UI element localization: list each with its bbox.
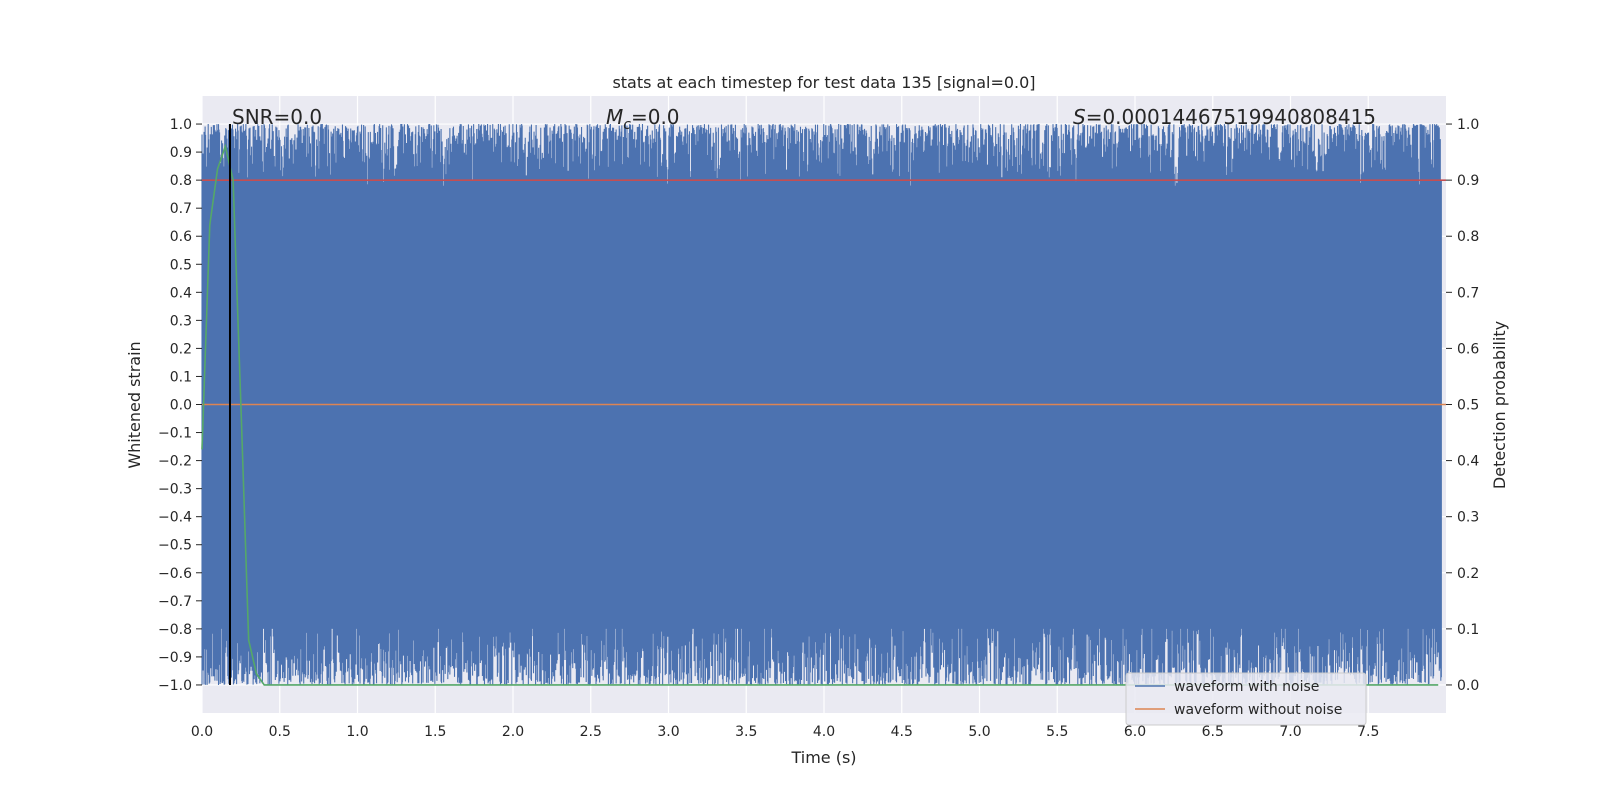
x-tick-label: 0.0	[191, 724, 213, 740]
y-tick-label: 0.7	[170, 201, 192, 217]
y-tick-label: 0.1	[170, 369, 192, 385]
x-tick-label: 3.0	[657, 724, 679, 740]
y-tick-label: 0.9	[170, 145, 192, 161]
y-tick-label: 0.0	[170, 398, 192, 414]
annotation-snr: SNR=0.0	[232, 105, 322, 129]
y-tick-label: 1.0	[170, 117, 192, 133]
x-tick-label: 7.0	[1279, 724, 1301, 740]
y2-tick-label: 0.0	[1457, 678, 1479, 694]
y-tick-label: −0.8	[158, 622, 192, 638]
y-tick-label: −0.9	[158, 650, 192, 666]
s-symbol: S	[1073, 105, 1086, 129]
x-tick-label: 4.0	[813, 724, 835, 740]
y-tick-label: −0.5	[158, 538, 192, 554]
series-detection-probability	[201, 143, 1439, 686]
series-waveform-with-noise	[201, 124, 1442, 685]
y-tick-label: −0.2	[158, 454, 192, 470]
y2-tick-label: 0.3	[1457, 510, 1479, 526]
x-tick-label: 4.5	[891, 724, 913, 740]
y2-tick-label: 0.9	[1457, 173, 1479, 189]
legend-box	[1125, 672, 1367, 726]
mc-subscript: c	[623, 117, 631, 133]
legend-label-clean: waveform without noise	[1174, 702, 1342, 718]
y-tick-labels: 1.0 0.9 0.8 0.7 0.6 0.5 0.4 0.3 0.2 0.1 0.0 −0.1 −0.…	[158, 117, 202, 694]
annotation-mc: Mc=0.0	[606, 105, 680, 133]
y2-axis-label: Detection probability	[1490, 321, 1509, 489]
y-tick-label: 0.4	[170, 285, 192, 301]
x-tick-label: 1.0	[346, 724, 368, 740]
y2-tick-label: 0.8	[1457, 229, 1479, 245]
x-tick-label: 5.0	[968, 724, 990, 740]
y-tick-label: −0.3	[158, 482, 192, 498]
y-tick-label: −0.6	[158, 566, 192, 582]
y2-tick-label: 0.7	[1457, 285, 1479, 301]
noise-fill	[202, 185, 1442, 629]
series-lines	[201, 124, 1446, 686]
y2-tick-label: 0.2	[1457, 566, 1479, 582]
y-tick-label: 0.5	[170, 257, 192, 273]
y2-tick-label: 1.0	[1457, 117, 1479, 133]
y-tick-label: 0.6	[170, 229, 192, 245]
y-tick-label: 0.2	[170, 341, 192, 357]
y-tick-label: 0.8	[170, 173, 192, 189]
x-tick-label: 0.5	[269, 724, 291, 740]
y-tick-label: −1.0	[158, 678, 192, 694]
y2-tick-labels: 1.0 0.9 0.8 0.7 0.6 0.5 0.4 0.3 0.2 0.1 0.0	[1446, 117, 1479, 694]
x-tick-label: 2.5	[580, 724, 602, 740]
x-axis-label: Time (s)	[790, 748, 856, 767]
y-tick-label: −0.7	[158, 594, 192, 610]
x-tick-label: 6.0	[1124, 724, 1146, 740]
x-tick-labels: 0.0 0.5 1.0 1.5 2.0 2.5 3.0 3.5 4.0 4.5 5.0 5.5 6.0 6…	[191, 724, 1380, 740]
y-tick-label: 0.3	[170, 313, 192, 329]
y2-tick-label: 0.5	[1457, 398, 1479, 414]
legend: waveform with noise waveform without noi…	[1125, 672, 1367, 726]
x-tick-label: 6.5	[1202, 724, 1224, 740]
annotation-s: S=0.00014467519940808415	[1073, 105, 1376, 129]
y2-tick-label: 0.6	[1457, 341, 1479, 357]
x-tick-label: 2.0	[502, 724, 524, 740]
legend-label-noise: waveform with noise	[1174, 679, 1319, 695]
y2-tick-label: 0.1	[1457, 622, 1479, 638]
mc-symbol: M	[606, 105, 623, 129]
y-tick-label: −0.4	[158, 510, 192, 526]
x-tick-label: 7.5	[1357, 724, 1379, 740]
y2-tick-label: 0.4	[1457, 454, 1479, 470]
y-axis-label: Whitened strain	[125, 341, 144, 468]
x-tick-label: 3.5	[735, 724, 757, 740]
s-value: =0.00014467519940808415	[1086, 105, 1376, 129]
x-tick-label: 5.5	[1046, 724, 1068, 740]
x-tick-label: 1.5	[424, 724, 446, 740]
y-tick-label: −0.1	[158, 426, 192, 442]
mc-value: =0.0	[631, 105, 680, 129]
chart-title: stats at each timestep for test data 135…	[612, 73, 1035, 92]
